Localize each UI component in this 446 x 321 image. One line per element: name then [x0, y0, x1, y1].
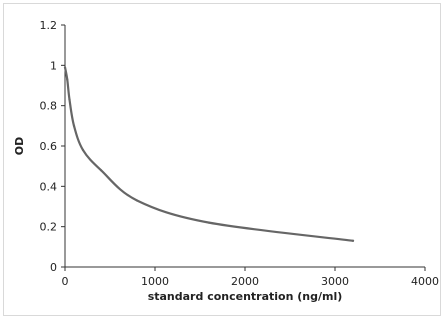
data-point: [351, 239, 355, 242]
y-tick-label: 0.4: [40, 180, 58, 193]
x-tick-label: 2000: [231, 275, 259, 288]
data-points: [63, 66, 355, 242]
y-tick-label: 1.2: [40, 19, 58, 32]
y-tick-label: 0.2: [40, 221, 58, 234]
data-point: [135, 199, 139, 202]
data-point: [99, 169, 103, 172]
data-point: [207, 221, 211, 224]
y-axis-title: OD: [13, 137, 26, 155]
chart-frame: [3, 3, 441, 316]
y-tick-label: 0.8: [40, 100, 58, 113]
y-tick-label: 0: [50, 261, 57, 274]
x-tick-label: 3000: [321, 275, 349, 288]
y-axis-ticks: 0 0.2 0.4 0.6 0.8 1 1.2: [40, 19, 65, 274]
x-axis-ticks: 0 1000 2000 3000 4000: [62, 267, 439, 288]
data-point: [72, 124, 76, 127]
data-point: [81, 148, 85, 152]
y-tick-label: 0.6: [40, 140, 58, 153]
y-tick-label: 1: [50, 59, 57, 72]
x-tick-label: 0: [62, 275, 69, 288]
x-tick-label: 4000: [411, 275, 439, 288]
data-point: [66, 78, 69, 81]
od-curve-line: [63, 66, 355, 242]
x-tick-label: 1000: [141, 275, 169, 288]
data-point: [68, 98, 71, 101]
x-axis-title: standard concentration (ng/ml): [148, 290, 343, 303]
data-point: [63, 66, 67, 69]
